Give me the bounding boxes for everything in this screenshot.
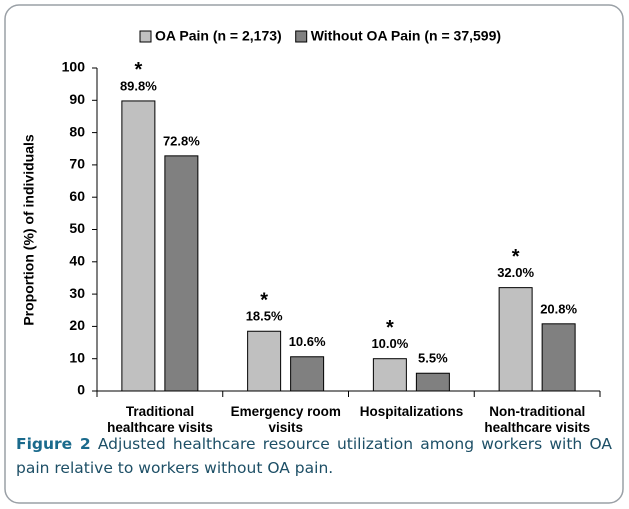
value-label: 32.0% bbox=[497, 265, 534, 280]
y-axis-label: Proportion (%) of individuals bbox=[21, 134, 37, 326]
legend-swatch bbox=[139, 30, 152, 43]
frame bbox=[4, 4, 624, 504]
bar bbox=[415, 372, 450, 392]
value-label: 72.8% bbox=[163, 133, 200, 148]
significance-marker: * bbox=[512, 246, 520, 268]
bar bbox=[247, 330, 282, 392]
value-label: 89.8% bbox=[120, 78, 157, 93]
y-tick-label: 60 bbox=[69, 188, 85, 204]
y-tick-label: 50 bbox=[69, 220, 85, 236]
x-tick-label: Emergency room visits bbox=[230, 404, 341, 435]
bar bbox=[121, 100, 156, 392]
y-tick-label: 30 bbox=[69, 285, 85, 301]
value-label: 20.8% bbox=[540, 301, 577, 316]
y-tick-label: 0 bbox=[77, 382, 85, 398]
y-tick-label: 80 bbox=[69, 123, 85, 139]
bar bbox=[498, 287, 533, 392]
y-tick-label: 70 bbox=[69, 156, 85, 172]
value-label: 10.6% bbox=[289, 334, 326, 349]
bar bbox=[541, 323, 576, 392]
bar bbox=[290, 356, 325, 392]
legend-label: Without OA Pain (n = 37,599) bbox=[311, 28, 501, 44]
value-label: 18.5% bbox=[246, 309, 283, 324]
value-label: 5.5% bbox=[418, 351, 448, 366]
bar bbox=[372, 358, 407, 392]
significance-marker: * bbox=[260, 290, 268, 312]
y-tick-label: 20 bbox=[69, 317, 85, 333]
bar bbox=[164, 155, 199, 392]
value-label: 10.0% bbox=[371, 336, 408, 351]
significance-marker: * bbox=[386, 317, 394, 339]
legend-label: OA Pain (n = 2,173) bbox=[155, 28, 282, 44]
caption-text: Adjusted healthcare resource utilization… bbox=[16, 435, 612, 477]
caption-label: Figure 2 bbox=[16, 435, 91, 453]
x-tick-label: Non-traditional healthcare visits bbox=[484, 404, 591, 435]
x-tick-label: Traditional healthcare visits bbox=[107, 404, 213, 435]
significance-marker: * bbox=[134, 59, 142, 81]
y-tick-label: 90 bbox=[69, 91, 85, 107]
x-tick-label: Hospitalizations bbox=[359, 404, 464, 419]
legend-swatch bbox=[295, 30, 308, 43]
y-tick-label: 10 bbox=[69, 349, 85, 365]
caption: Figure 2 Adjusted healthcare resource ut… bbox=[16, 432, 612, 480]
y-tick-label: 40 bbox=[69, 253, 85, 269]
y-tick-label: 100 bbox=[62, 59, 86, 75]
